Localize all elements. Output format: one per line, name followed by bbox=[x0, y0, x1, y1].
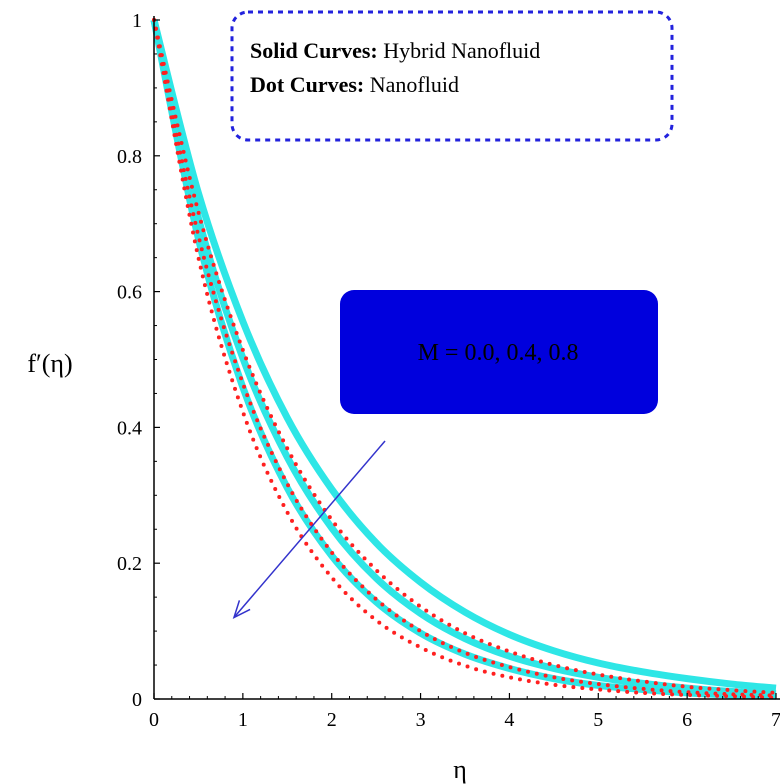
legend: Solid Curves: Hybrid Nanofluid Dot Curve… bbox=[230, 10, 674, 142]
legend-dot-key: Dot Curves: bbox=[250, 72, 364, 97]
legend-solid-value: Hybrid Nanofluid bbox=[378, 38, 541, 63]
y-tick-label: 0 bbox=[132, 689, 142, 711]
parameter-box bbox=[340, 290, 658, 414]
y-tick-label: 0.6 bbox=[117, 282, 142, 304]
legend-box bbox=[230, 10, 674, 142]
x-tick-label: 6 bbox=[682, 709, 692, 731]
x-tick-label: 5 bbox=[593, 709, 603, 731]
x-tick-label: 7 bbox=[771, 709, 780, 731]
series-hybrid-m-0-8 bbox=[150, 19, 777, 700]
x-tick-label: 3 bbox=[416, 709, 426, 731]
legend-line-solid: Solid Curves: Hybrid Nanofluid bbox=[250, 38, 540, 63]
trend-arrow-head bbox=[232, 600, 251, 619]
x-tick-label: 2 bbox=[327, 709, 337, 731]
y-tick-label: 1 bbox=[132, 10, 142, 32]
series-nano-m-0-0 bbox=[152, 18, 778, 695]
x-tick-label: 1 bbox=[238, 709, 248, 731]
curves-layer bbox=[150, 18, 778, 700]
x-tick-label: 4 bbox=[504, 709, 514, 731]
y-tick-label: 0.2 bbox=[117, 553, 142, 575]
legend-solid-key: Solid Curves: bbox=[250, 38, 378, 63]
series-nano-m-0-4 bbox=[152, 18, 778, 698]
legend-line-dot: Dot Curves: Nanofluid bbox=[250, 72, 459, 97]
trend-arrow-shaft bbox=[233, 440, 386, 619]
axes-layer bbox=[153, 16, 780, 700]
series-hybrid-m-0-0 bbox=[150, 19, 777, 692]
parameter-label: M = 0.0, 0.4, 0.8 bbox=[418, 340, 579, 366]
parameter-annotation: M = 0.0, 0.4, 0.8 bbox=[340, 290, 658, 414]
legend-dot-value: Nanofluid bbox=[364, 72, 459, 97]
x-tick-label: 0 bbox=[149, 709, 159, 731]
x-axis-label: η bbox=[453, 755, 467, 784]
y-tick-label: 0.8 bbox=[117, 146, 142, 168]
y-tick-label: 0.4 bbox=[117, 417, 142, 439]
y-axis-label: f′(η) bbox=[27, 349, 72, 378]
trend-arrow bbox=[232, 440, 386, 619]
series-hybrid-m-0-4 bbox=[150, 19, 777, 698]
ticks-layer: 0 1 2 3 4 5 6 7 0 0.2 0.4 0.6 0.8 1 bbox=[117, 10, 780, 731]
